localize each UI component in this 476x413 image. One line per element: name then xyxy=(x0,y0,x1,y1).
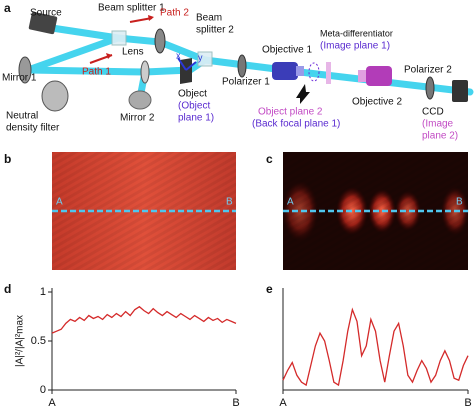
label: Path 2 xyxy=(160,8,189,19)
label: density filter xyxy=(6,123,60,134)
label: Polarizer 2 xyxy=(404,65,452,76)
point-label: B xyxy=(226,197,233,208)
label: y xyxy=(198,52,203,62)
image-c xyxy=(282,152,469,270)
label: Beam splitter 1 xyxy=(98,3,165,14)
panel-label: a xyxy=(4,1,11,15)
y-tick-label: 0.5 xyxy=(31,335,46,347)
panel-label: e xyxy=(266,282,273,296)
label: Object plane 2 xyxy=(258,107,323,118)
label: Neutral xyxy=(6,111,38,122)
panel-label: c xyxy=(266,152,273,166)
label: (Image xyxy=(422,119,454,130)
label: Mirror 1 xyxy=(2,73,37,84)
label: CCD xyxy=(422,107,444,118)
label: plane 1) xyxy=(178,113,214,124)
y-tick-label: 0 xyxy=(40,384,46,396)
label: Beam xyxy=(196,13,222,24)
x-tick-label: B xyxy=(464,397,471,409)
x-tick-label: A xyxy=(48,397,56,409)
y-tick-label: 1 xyxy=(40,286,46,298)
x-tick-label: B xyxy=(232,397,239,409)
y-axis-label: |A|²/|A|²max xyxy=(15,315,26,367)
label: plane 2) xyxy=(422,131,458,142)
label: (Object xyxy=(178,101,210,112)
label: Objective 1 xyxy=(262,45,312,56)
label: (Image plane 1) xyxy=(320,41,390,52)
image-b xyxy=(52,152,236,270)
data-line xyxy=(51,305,237,334)
point-label: A xyxy=(56,197,63,208)
label: Lens xyxy=(122,47,144,58)
label: Object xyxy=(178,89,207,100)
components xyxy=(18,11,468,112)
label: (Back focal plane 1) xyxy=(252,119,340,130)
panel-label: b xyxy=(4,152,11,166)
x-tick-label: A xyxy=(279,397,287,409)
point-label: B xyxy=(456,197,463,208)
label: Objective 2 xyxy=(352,97,402,108)
label: Polarizer 1 xyxy=(222,77,270,88)
label: x xyxy=(176,50,181,60)
label: Mirror 2 xyxy=(120,113,155,124)
label: Source xyxy=(30,8,62,19)
label: splitter 2 xyxy=(196,25,234,36)
label: Path 1 xyxy=(82,67,111,78)
point-label: A xyxy=(287,197,294,208)
panel-label: d xyxy=(4,282,11,296)
label: Meta-differentiator xyxy=(320,28,393,38)
data-line xyxy=(282,307,469,387)
